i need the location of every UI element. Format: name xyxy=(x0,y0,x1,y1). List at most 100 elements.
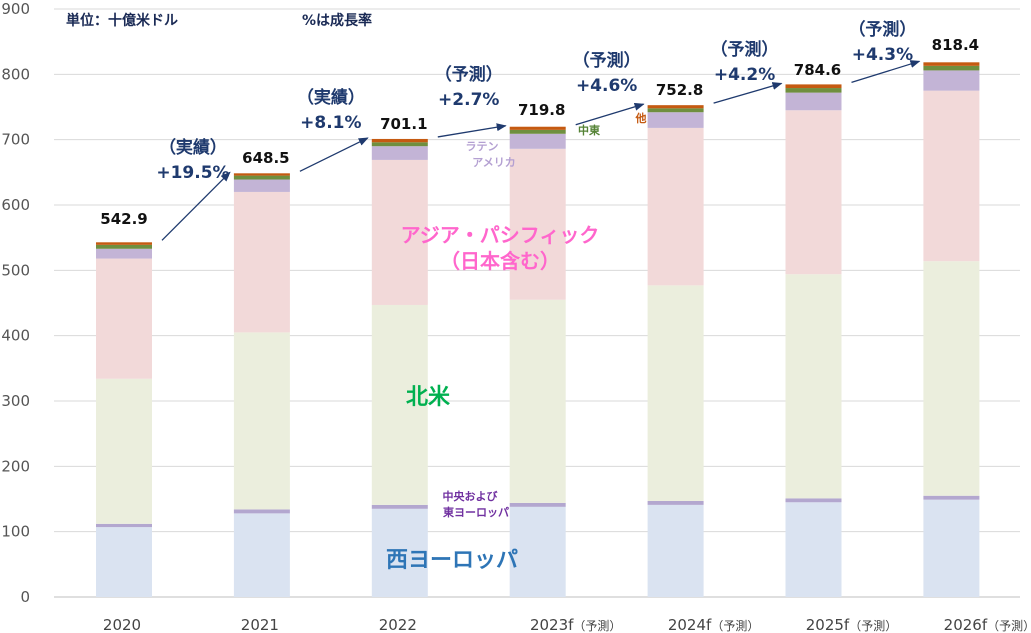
growth-arrow xyxy=(713,82,783,104)
bar-segment-6 xyxy=(371,138,428,143)
total-label: 818.4 xyxy=(932,36,979,54)
total-label: 648.5 xyxy=(242,149,289,167)
x-tick-label: 2023f（予測） xyxy=(530,616,621,633)
total-label: 752.8 xyxy=(656,81,703,99)
total-label: 784.6 xyxy=(794,61,841,79)
label-north-america: 北米 xyxy=(406,385,451,410)
growth-rate: +19.5% xyxy=(156,163,229,183)
growth-rate: +4.6% xyxy=(576,76,637,96)
y-tick-label: 200 xyxy=(1,457,30,475)
growth-labels: （実績） +19.5% （実績） +8.1% （予測） +2.7% （予測） +4.6% （予測… xyxy=(156,19,916,183)
growth-status: （予測） xyxy=(848,19,916,40)
growth-status: （予測） xyxy=(711,39,779,60)
x-tick-label: 2024f（予測） xyxy=(668,616,759,633)
growth-arrow xyxy=(299,137,369,172)
bar-segment-1 xyxy=(96,523,152,528)
bar-segment-0 xyxy=(785,502,842,597)
bar-segment-0 xyxy=(647,504,704,597)
bar-segment-0 xyxy=(923,499,980,597)
unit-label: 単位：十億米ドル xyxy=(66,12,178,29)
bar-stack xyxy=(647,105,704,597)
total-label: 719.8 xyxy=(518,101,565,119)
bar-segment-4 xyxy=(96,248,152,259)
growth-status: （予測） xyxy=(573,50,641,71)
label-ce-europe-2: 東ヨーロッパ xyxy=(443,505,509,519)
bar-segment-5 xyxy=(647,108,704,113)
bar-segment-2 xyxy=(647,285,704,501)
y-tick-label: 900 xyxy=(1,0,30,18)
bar-segment-2 xyxy=(785,274,842,499)
growth-rate: +2.7% xyxy=(438,90,499,110)
bar-segment-2 xyxy=(371,304,428,505)
bar-segment-3 xyxy=(96,258,152,379)
growth-note: %は成長率 xyxy=(302,12,372,29)
bar-segment-6 xyxy=(509,126,566,130)
bar-segment-5 xyxy=(371,142,428,147)
bar-stack xyxy=(96,242,152,597)
bar-segment-1 xyxy=(509,502,566,507)
growth-status: （実績） xyxy=(297,87,365,108)
label-latam-2: アメリカ xyxy=(472,156,515,169)
bar-segment-2 xyxy=(509,299,566,503)
bar-segment-6 xyxy=(785,84,842,89)
y-tick-label: 400 xyxy=(1,327,30,345)
bar-segment-5 xyxy=(923,65,980,71)
label-other: 他 xyxy=(635,111,647,125)
bar-segment-3 xyxy=(233,191,290,333)
growth-arrow xyxy=(851,60,921,84)
growth-arrows xyxy=(161,60,921,241)
bar-segment-5 xyxy=(785,88,842,93)
bar-segment-4 xyxy=(785,92,842,111)
bar-segment-0 xyxy=(509,506,566,597)
bar-segment-4 xyxy=(647,112,704,128)
y-tick-label: 500 xyxy=(1,261,30,279)
bar-segment-1 xyxy=(371,504,428,509)
bar-segment-1 xyxy=(785,498,842,503)
x-tick-label: 2020 xyxy=(103,616,141,633)
growth-rate: +4.2% xyxy=(714,65,775,85)
bar-segment-6 xyxy=(923,62,980,66)
bar-segment-2 xyxy=(96,378,152,524)
bar-segment-4 xyxy=(509,133,566,149)
bars xyxy=(96,62,980,597)
x-axis: 2020 2021 2022 2023f（予測） 2024f（予測） 2025f（予測） 2… xyxy=(103,616,1031,633)
bar-segment-0 xyxy=(96,527,152,597)
growth-arrow xyxy=(161,171,231,241)
bar-segment-6 xyxy=(233,173,290,176)
bar-segment-5 xyxy=(233,175,290,180)
y-tick-label: 800 xyxy=(1,65,30,83)
total-labels: 542.9 648.5 701.1 719.8 752.8 784.6 818.4 xyxy=(100,36,979,228)
bar-stack xyxy=(233,173,290,597)
growth-arrow xyxy=(575,102,645,126)
label-middle-east: 中東 xyxy=(578,123,601,137)
bar-segment-1 xyxy=(923,495,980,500)
bar-segment-3 xyxy=(923,90,980,262)
bar-segment-4 xyxy=(233,179,290,192)
bar-stack xyxy=(371,138,428,597)
y-tick-label: 0 xyxy=(20,588,30,606)
y-tick-label: 700 xyxy=(1,131,30,149)
y-tick-label: 600 xyxy=(1,196,30,214)
x-tick-label: 2026f（予測） xyxy=(944,616,1031,633)
x-tick-label: 2022 xyxy=(379,616,417,633)
label-apac-1: アジア・パシフィック xyxy=(401,223,600,247)
bar-segment-3 xyxy=(785,110,842,275)
bar-segment-0 xyxy=(233,513,290,597)
bar-stack xyxy=(509,126,566,597)
bar-segment-4 xyxy=(923,70,980,91)
bar-segment-6 xyxy=(96,242,152,245)
y-axis: 0 100 200 300 400 500 600 700 800 900 xyxy=(1,0,30,606)
label-western-europe: 西ヨーロッパ xyxy=(386,548,518,573)
bar-segment-3 xyxy=(371,159,428,305)
bar-segment-1 xyxy=(233,509,290,514)
y-tick-label: 100 xyxy=(1,523,30,541)
growth-status: （予測） xyxy=(435,64,503,85)
x-tick-label: 2025f（予測） xyxy=(806,616,897,633)
bar-stack xyxy=(923,62,980,597)
bar-segment-1 xyxy=(647,500,704,505)
bar-segment-5 xyxy=(509,129,566,134)
growth-arrow xyxy=(437,123,507,138)
y-tick-label: 300 xyxy=(1,392,30,410)
label-apac-2: （日本含む） xyxy=(440,249,560,273)
